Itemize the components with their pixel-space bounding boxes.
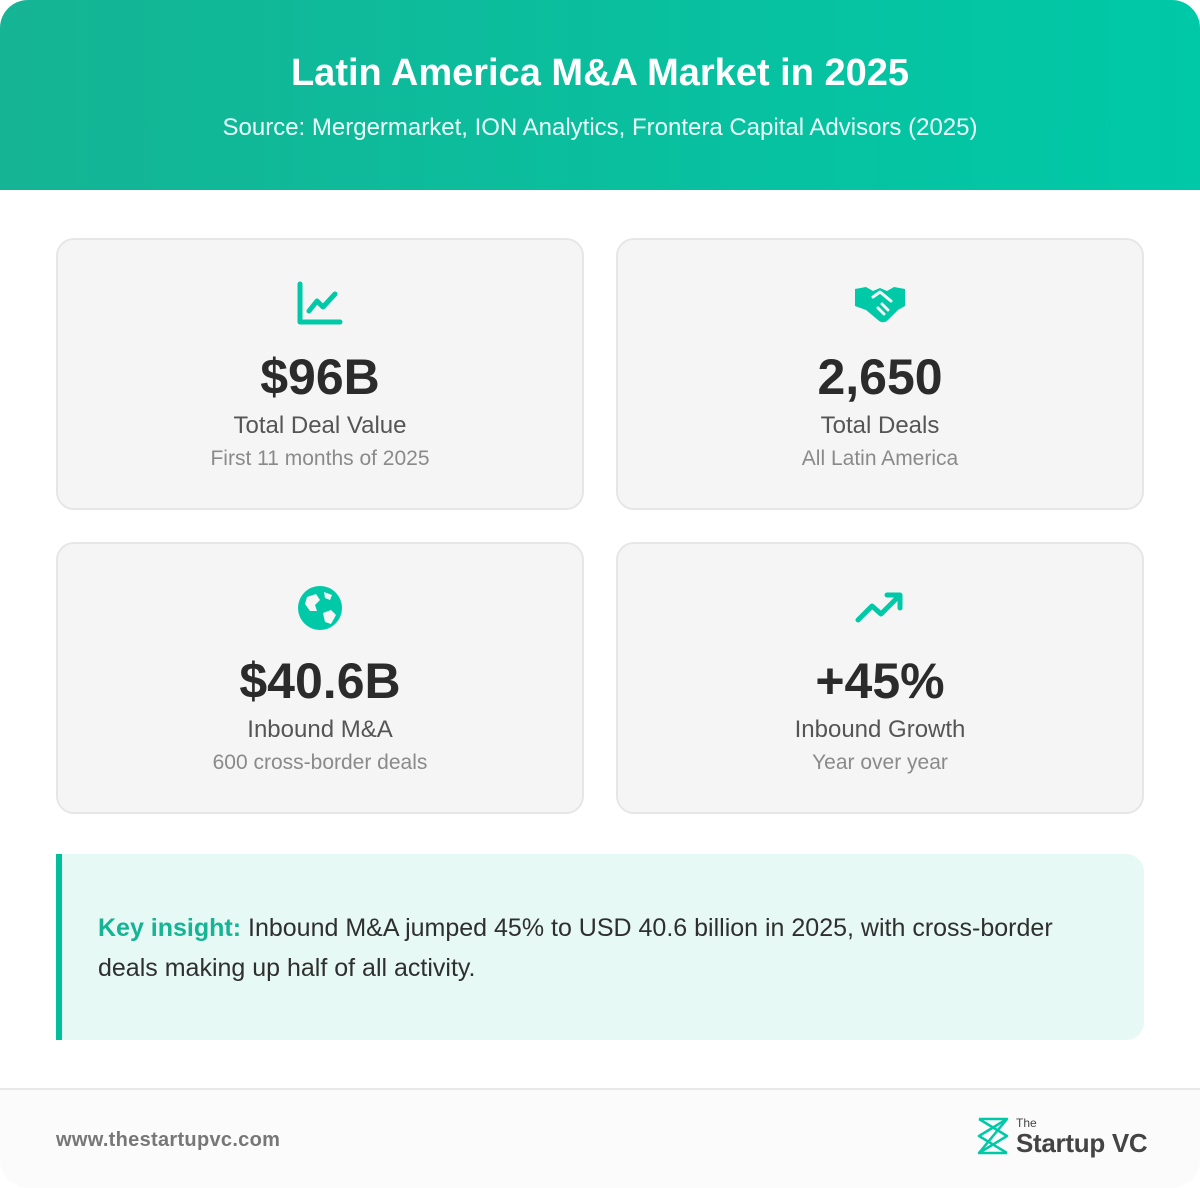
globe-icon (294, 582, 346, 634)
stat-value: $40.6B (239, 653, 401, 709)
stat-value: $96B (260, 349, 380, 405)
stat-subtext: First 11 months of 2025 (210, 447, 430, 470)
stat-value: +45% (815, 653, 945, 709)
stat-subtext: All Latin America (801, 447, 959, 470)
trending-up-icon (854, 582, 906, 634)
stat-card-total-deals: 2,650 Total Deals All Latin America (616, 238, 1144, 510)
handshake-icon (854, 278, 906, 330)
startup-vc-logo: The Startup VC (976, 1112, 1156, 1168)
line-chart-icon (294, 278, 346, 330)
page-title: Latin America M&A Market in 2025 (290, 52, 910, 94)
footer: www.thestartupvc.com The Startup VC (0, 1090, 1200, 1188)
insight-text: Inbound M&A jumped 45% to USD 40.6 billi… (98, 914, 1053, 982)
stat-label: Inbound Growth (794, 716, 966, 743)
stat-label: Inbound M&A (247, 716, 393, 743)
header-banner: Latin America M&A Market in 2025 Source:… (0, 0, 1200, 190)
footer-url-link[interactable]: www.thestartupvc.com (56, 1129, 281, 1151)
logo-small-text: The (1016, 1116, 1037, 1130)
stat-value: 2,650 (817, 349, 943, 405)
stat-label: Total Deals (820, 412, 940, 439)
stat-subtext: Year over year (812, 751, 948, 774)
stat-label: Total Deal Value (233, 412, 407, 439)
key-insight-box: Key insight: Inbound M&A jumped 45% to U… (56, 854, 1144, 1040)
logo-mark-icon (976, 1116, 1010, 1156)
stat-subtext: 600 cross-border deals (212, 751, 428, 774)
footer-divider (0, 1088, 1200, 1090)
stat-card-total-deal-value: $96B Total Deal Value First 11 months of… (56, 238, 584, 510)
stat-card-inbound-ma: $40.6B Inbound M&A 600 cross-border deal… (56, 542, 584, 814)
page-subtitle: Source: Mergermarket, ION Analytics, Fro… (222, 114, 978, 141)
stat-card-inbound-growth: +45% Inbound Growth Year over year (616, 542, 1144, 814)
logo-name: Startup VC (1016, 1128, 1148, 1158)
insight-label: Key insight: (98, 914, 242, 942)
